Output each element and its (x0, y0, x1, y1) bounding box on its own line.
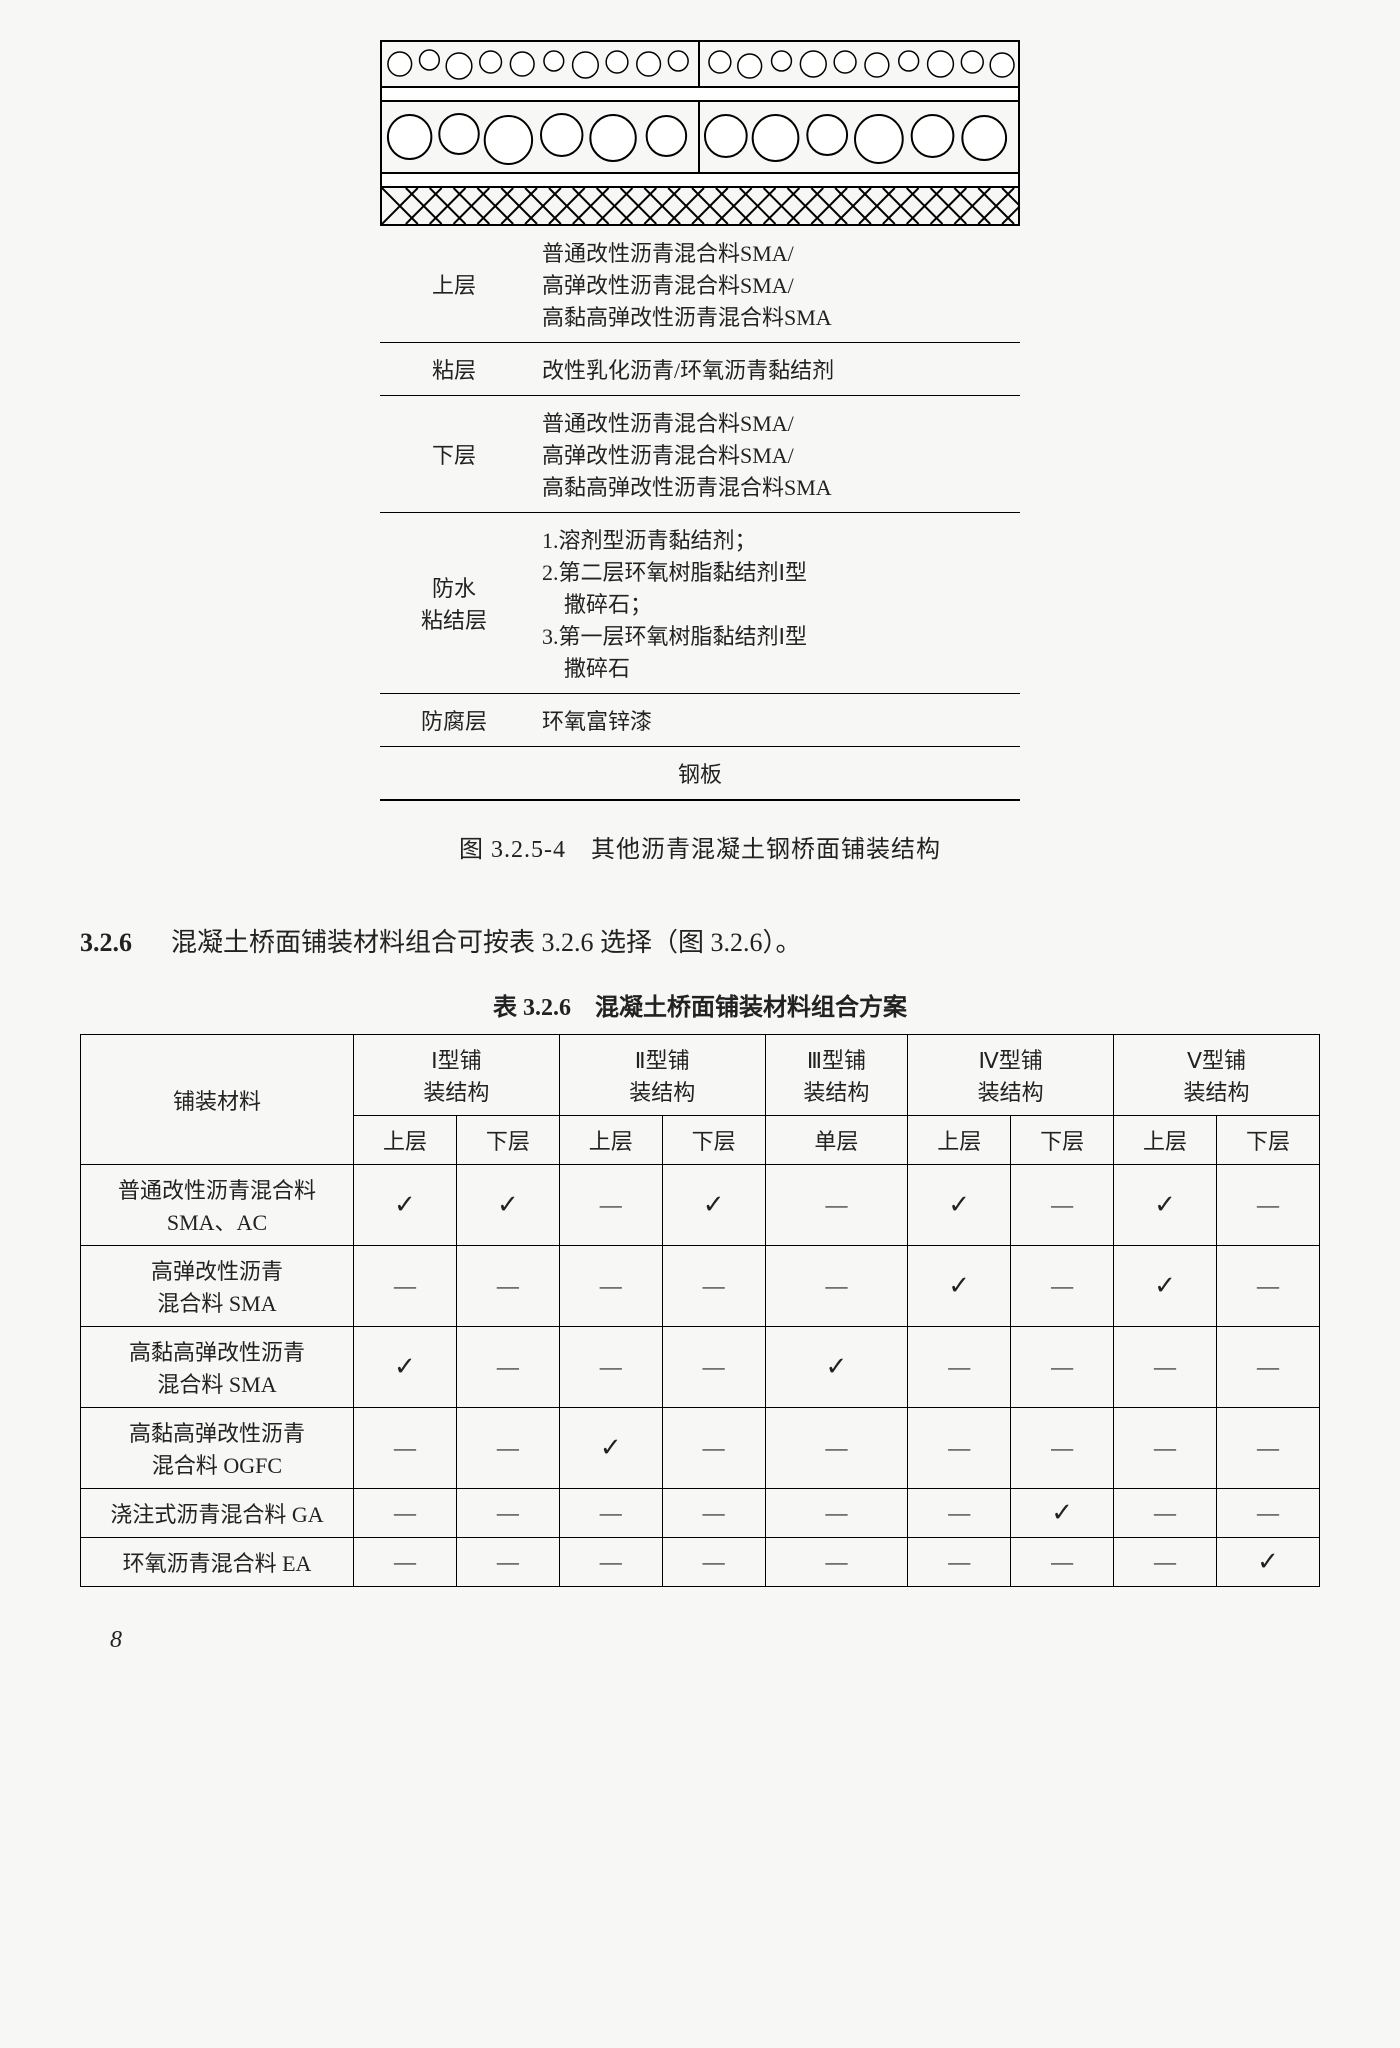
table-cell: — (765, 1408, 908, 1489)
legend-label: 上层 (380, 225, 528, 343)
table-cell: — (1114, 1538, 1217, 1587)
table-cell: — (662, 1538, 765, 1587)
table-cell: — (662, 1246, 765, 1327)
table-cell: — (354, 1408, 457, 1489)
section-text: 3.2.6 混凝土桥面铺装材料组合可按表 3.2.6 选择（图 3.2.6）。 (80, 922, 1320, 959)
figure-block: 上层普通改性沥青混合料SMA/ 高弹改性沥青混合料SMA/ 高黏高弹改性沥青混合… (80, 40, 1320, 902)
row-label: 环氧沥青混合料 EA (81, 1538, 354, 1587)
table-cell: — (765, 1165, 908, 1246)
table-cell: — (559, 1327, 662, 1408)
table-cell: — (1114, 1408, 1217, 1489)
row-label: 普通改性沥青混合料 SMA、AC (81, 1165, 354, 1246)
table-cell: ✓ (908, 1165, 1011, 1246)
table-cell: — (1216, 1165, 1319, 1246)
legend-label: 粘层 (380, 343, 528, 396)
table-cell: — (1216, 1327, 1319, 1408)
table-cell: — (559, 1489, 662, 1538)
table-cell: — (662, 1408, 765, 1489)
legend-label: 防水 粘结层 (380, 513, 528, 694)
section-number: 3.2.6 (80, 928, 132, 957)
table-cell: — (662, 1489, 765, 1538)
materials-table: 铺装材料Ⅰ型铺 装结构Ⅱ型铺 装结构Ⅲ型铺 装结构Ⅳ型铺 装结构Ⅴ型铺 装结构 … (80, 1034, 1320, 1587)
row-label: 高黏高弹改性沥青 混合料 SMA (81, 1327, 354, 1408)
row-label: 高弹改性沥青 混合料 SMA (81, 1246, 354, 1327)
table-cell: — (908, 1327, 1011, 1408)
table-cell: — (908, 1538, 1011, 1587)
row-label: 浇注式沥青混合料 GA (81, 1489, 354, 1538)
sub-header: 下层 (662, 1116, 765, 1165)
table-cell: ✓ (1114, 1246, 1217, 1327)
sub-header: 上层 (1114, 1116, 1217, 1165)
table-cell: — (1216, 1489, 1319, 1538)
table-cell: — (1114, 1327, 1217, 1408)
legend-label: 下层 (380, 396, 528, 513)
table-title: 表 3.2.6 混凝土桥面铺装材料组合方案 (80, 987, 1320, 1022)
group-header: Ⅳ型铺 装结构 (908, 1035, 1114, 1116)
table-cell: — (456, 1538, 559, 1587)
table-cell: ✓ (354, 1327, 457, 1408)
table-cell: — (354, 1489, 457, 1538)
table-cell: — (1011, 1165, 1114, 1246)
legend-desc: 普通改性沥青混合料SMA/ 高弹改性沥青混合料SMA/ 高黏高弹改性沥青混合料S… (528, 225, 1020, 343)
sub-header: 单层 (765, 1116, 908, 1165)
table-cell: — (456, 1489, 559, 1538)
legend-desc: 1.溶剂型沥青黏结剂； 2.第二层环氧树脂黏结剂Ⅰ型 撒碎石； 3.第一层环氧树… (528, 513, 1020, 694)
table-cell: — (765, 1246, 908, 1327)
table-cell: — (908, 1408, 1011, 1489)
table-cell: — (1011, 1408, 1114, 1489)
legend-label: 防腐层 (380, 694, 528, 747)
table-cell: — (1114, 1489, 1217, 1538)
sub-header: 下层 (1216, 1116, 1319, 1165)
table-cell: ✓ (662, 1165, 765, 1246)
legend-table: 上层普通改性沥青混合料SMA/ 高弹改性沥青混合料SMA/ 高黏高弹改性沥青混合… (380, 224, 1020, 801)
table-cell: ✓ (765, 1327, 908, 1408)
legend-desc: 普通改性沥青混合料SMA/ 高弹改性沥青混合料SMA/ 高黏高弹改性沥青混合料S… (528, 396, 1020, 513)
table-cell: ✓ (559, 1408, 662, 1489)
table-cell: — (456, 1408, 559, 1489)
section-body: 混凝土桥面铺装材料组合可按表 3.2.6 选择（图 3.2.6）。 (171, 928, 802, 957)
table-cell: ✓ (1216, 1538, 1319, 1587)
legend-desc: 环氧富锌漆 (528, 694, 1020, 747)
legend-desc: 改性乳化沥青/环氧沥青黏结剂 (528, 343, 1020, 396)
group-header: Ⅴ型铺 装结构 (1114, 1035, 1320, 1116)
table-cell: — (1216, 1246, 1319, 1327)
table-cell: — (1011, 1327, 1114, 1408)
group-header: Ⅲ型铺 装结构 (765, 1035, 908, 1116)
table-cell: — (559, 1246, 662, 1327)
table-cell: — (559, 1165, 662, 1246)
group-header: Ⅰ型铺 装结构 (354, 1035, 560, 1116)
legend-cell: 钢板 (380, 747, 1020, 801)
table-cell: — (456, 1327, 559, 1408)
page-number: 8 (110, 1627, 1320, 1654)
sub-header: 上层 (908, 1116, 1011, 1165)
sub-header: 上层 (354, 1116, 457, 1165)
table-cell: ✓ (456, 1165, 559, 1246)
table-cell: — (662, 1327, 765, 1408)
col-header: 铺装材料 (81, 1035, 354, 1165)
table-cell: — (354, 1538, 457, 1587)
row-label: 高黏高弹改性沥青 混合料 OGFC (81, 1408, 354, 1489)
table-cell: — (765, 1538, 908, 1587)
group-header: Ⅱ型铺 装结构 (559, 1035, 765, 1116)
table-cell: — (1011, 1538, 1114, 1587)
table-cell: — (1216, 1408, 1319, 1489)
sub-header: 上层 (559, 1116, 662, 1165)
table-cell: — (456, 1246, 559, 1327)
table-cell: — (908, 1489, 1011, 1538)
table-cell: ✓ (1114, 1165, 1217, 1246)
figure-caption: 图 3.2.5-4 其他沥青混凝土钢桥面铺装结构 (459, 829, 941, 864)
table-cell: — (559, 1538, 662, 1587)
table-cell: ✓ (908, 1246, 1011, 1327)
layer-diagram (380, 40, 1020, 224)
table-cell: — (765, 1489, 908, 1538)
table-cell: ✓ (1011, 1489, 1114, 1538)
table-cell: — (1011, 1246, 1114, 1327)
sub-header: 下层 (1011, 1116, 1114, 1165)
table-cell: — (354, 1246, 457, 1327)
table-cell: ✓ (354, 1165, 457, 1246)
sub-header: 下层 (456, 1116, 559, 1165)
